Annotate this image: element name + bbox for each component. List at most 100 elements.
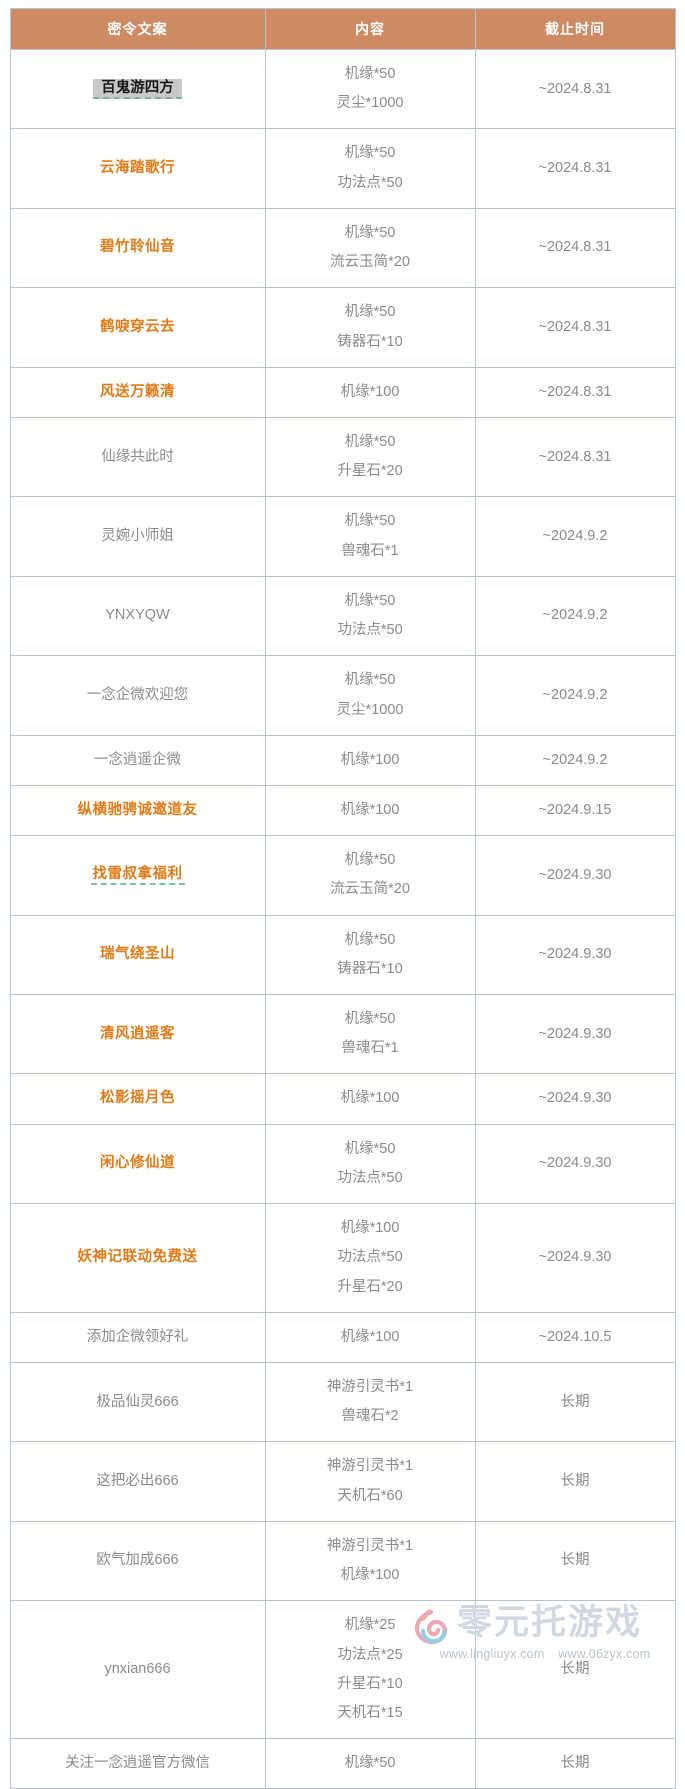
reward-item: 机缘*50 [344,145,396,162]
cell-expiry: ~2024.9.2 [474,734,676,786]
reward-item: 机缘*50 [344,852,396,869]
cell-rewards: 机缘*100 [264,366,476,418]
cell-expiry: 长期 [474,1738,676,1789]
gift-code-text[interactable]: 风送万籁清 [100,383,175,400]
gift-code-text[interactable]: 灵婉小师姐 [101,528,174,545]
gift-code-text[interactable]: 云海踏歌行 [100,160,175,177]
gift-code-text[interactable]: 纵横驰骋诚邀道友 [77,801,198,818]
column-header-code: 密令文案 [9,8,266,50]
cell-rewards: 机缘*50 升星石*20 [264,416,476,498]
cell-gift-code[interactable]: 妖神记联动免费送 [9,1203,266,1313]
reward-item: 机缘*100 [340,1567,400,1584]
reward-item: 机缘*100 [340,1328,400,1345]
cell-rewards: 机缘*50 功法点*50 [264,1123,476,1205]
reward-item: 天机石*15 [337,1704,403,1721]
cell-gift-code[interactable]: 风送万籁清 [9,366,266,418]
cell-gift-code[interactable]: 鹤唳穿云去 [9,287,266,368]
cell-gift-code[interactable]: ynxian666 [9,1600,266,1740]
reward-item: 机缘*50 [344,592,396,609]
cell-gift-code[interactable]: 一念企微欢迎您 [9,655,266,736]
reward-item: 功法点*50 [337,622,403,639]
table-row: 一念逍遥企微 机缘*100 ~2024.9.2 [9,734,676,786]
gift-code-text[interactable]: 一念企微欢迎您 [86,686,189,703]
cell-rewards: 机缘*50 流云玉简*20 [264,207,476,289]
gift-code-text[interactable]: 一念逍遥企微 [94,751,181,768]
table-row: 百鬼游四方 机缘*50 灵尘*1000 ~2024.8.31 [9,48,676,130]
reward-item: 神游引灵书*1 [326,1379,414,1395]
cell-expiry: ~2024.9.30 [474,994,676,1075]
table-body: 百鬼游四方 机缘*50 灵尘*1000 ~2024.8.31 云海踏歌行 机缘*50 功法点… [9,48,676,1789]
cell-gift-code[interactable]: 一念逍遥企微 [9,734,266,786]
cell-gift-code[interactable]: YNXYQW [9,575,266,657]
gift-code-text[interactable]: 仙缘共此时 [101,448,174,465]
reward-item: 兽魂石*1 [341,1040,399,1057]
cell-gift-code[interactable]: 添加企微领好礼 [9,1311,266,1364]
cell-gift-code[interactable]: 欧气加成666 [9,1520,266,1602]
gift-code-text[interactable]: 清风逍遥客 [100,1025,175,1042]
cell-rewards: 机缘*100 [264,1311,476,1364]
gift-code-text[interactable]: 百鬼游四方 [93,79,182,100]
cell-rewards: 机缘*50 铸器石*10 [264,914,476,996]
reward-item: 机缘*50 [344,1755,396,1772]
cell-rewards: 神游引灵书*1 天机石*60 [264,1441,476,1522]
cell-gift-code[interactable]: 闲心修仙道 [9,1123,266,1205]
gift-code-text[interactable]: 欧气加成666 [96,1552,179,1569]
cell-gift-code[interactable]: 关注一念逍遥官方微信 [9,1738,266,1789]
reward-item: 升星石*20 [337,463,403,480]
cell-rewards: 机缘*25 功法点*25 升星石*10 天机石*15 [264,1600,476,1740]
cell-rewards: 神游引灵书*1 兽魂石*2 [264,1361,476,1443]
cell-gift-code[interactable]: 百鬼游四方 [9,48,266,130]
cell-gift-code[interactable]: 这把必出666 [9,1441,266,1522]
cell-gift-code[interactable]: 灵婉小师姐 [9,496,266,577]
reward-item: 神游引灵书*1 [326,1537,414,1554]
gift-code-text[interactable]: 妖神记联动免费送 [77,1249,198,1266]
cell-gift-code[interactable]: 清风逍遥客 [9,994,266,1075]
cell-gift-code[interactable]: 松影摇月色 [9,1073,266,1125]
table-row: 风送万籁清 机缘*100 ~2024.8.31 [9,366,676,418]
cell-gift-code[interactable]: 碧竹聆仙音 [9,207,266,289]
table-row: 这把必出666 神游引灵书*1 天机石*60 长期 [9,1441,676,1522]
table-row: 碧竹聆仙音 机缘*50 流云玉简*20 ~2024.8.31 [9,207,676,289]
gift-code-text[interactable]: 瑞气绕圣山 [100,946,175,963]
cell-rewards: 机缘*100 [264,784,476,837]
gift-code-text[interactable]: ynxian666 [104,1661,171,1678]
table-row: 极品仙灵666 神游引灵书*1 兽魂石*2 长期 [9,1361,676,1443]
cell-expiry: ~2024.10.5 [474,1311,676,1364]
reward-item: 升星石*10 [337,1675,403,1692]
table-row: 欧气加成666 神游引灵书*1 机缘*100 长期 [9,1520,676,1602]
cell-gift-code[interactable]: 仙缘共此时 [9,416,266,498]
cell-gift-code[interactable]: 找雷叔拿福利 [9,835,266,916]
gift-code-text[interactable]: YNXYQW [105,607,170,624]
cell-expiry: ~2024.8.31 [474,48,676,130]
cell-expiry: 长期 [474,1361,676,1443]
cell-rewards: 机缘*100 [264,1073,476,1125]
gift-code-text[interactable]: 闲心修仙道 [100,1155,175,1172]
gift-code-text[interactable]: 添加企微领好礼 [86,1328,189,1345]
reward-item: 兽魂石*2 [341,1408,399,1425]
cell-rewards: 机缘*50 灵尘*1000 [264,48,476,130]
cell-gift-code[interactable]: 云海踏歌行 [9,128,266,209]
gift-code-text[interactable]: 碧竹聆仙音 [100,239,175,256]
gift-code-text[interactable]: 鹤唳穿云去 [100,318,175,335]
cell-expiry: ~2024.9.30 [474,835,676,916]
cell-expiry: 长期 [474,1441,676,1522]
table-row: 一念企微欢迎您 机缘*50 灵尘*1000 ~2024.9.2 [9,655,676,736]
table-row: 仙缘共此时 机缘*50 升星石*20 ~2024.8.31 [9,416,676,498]
cell-gift-code[interactable]: 瑞气绕圣山 [9,914,266,996]
reward-item: 灵尘*1000 [336,701,404,718]
gift-code-text[interactable]: 极品仙灵666 [96,1393,179,1410]
gift-code-text[interactable]: 找雷叔拿福利 [90,866,185,885]
gift-code-text[interactable]: 这把必出666 [96,1473,179,1490]
cell-expiry: ~2024.9.30 [474,1123,676,1205]
reward-item: 机缘*50 [344,433,396,450]
cell-gift-code[interactable]: 极品仙灵666 [9,1361,266,1443]
cell-expiry: ~2024.9.30 [474,1073,676,1125]
gift-code-table: 密令文案 内容 截止时间 百鬼游四方 机缘*50 灵尘*1000 ~2024.8.31… [9,8,676,1789]
reward-item: 铸器石*10 [337,960,403,977]
gift-code-text[interactable]: 松影摇月色 [100,1090,175,1107]
cell-rewards: 机缘*100 功法点*50 升星石*20 [264,1203,476,1313]
cell-gift-code[interactable]: 纵横驰骋诚邀道友 [9,784,266,837]
reward-item: 机缘*100 [340,751,400,768]
gift-code-text[interactable]: 关注一念逍遥官方微信 [65,1755,210,1772]
reward-item: 灵尘*1000 [336,95,404,112]
